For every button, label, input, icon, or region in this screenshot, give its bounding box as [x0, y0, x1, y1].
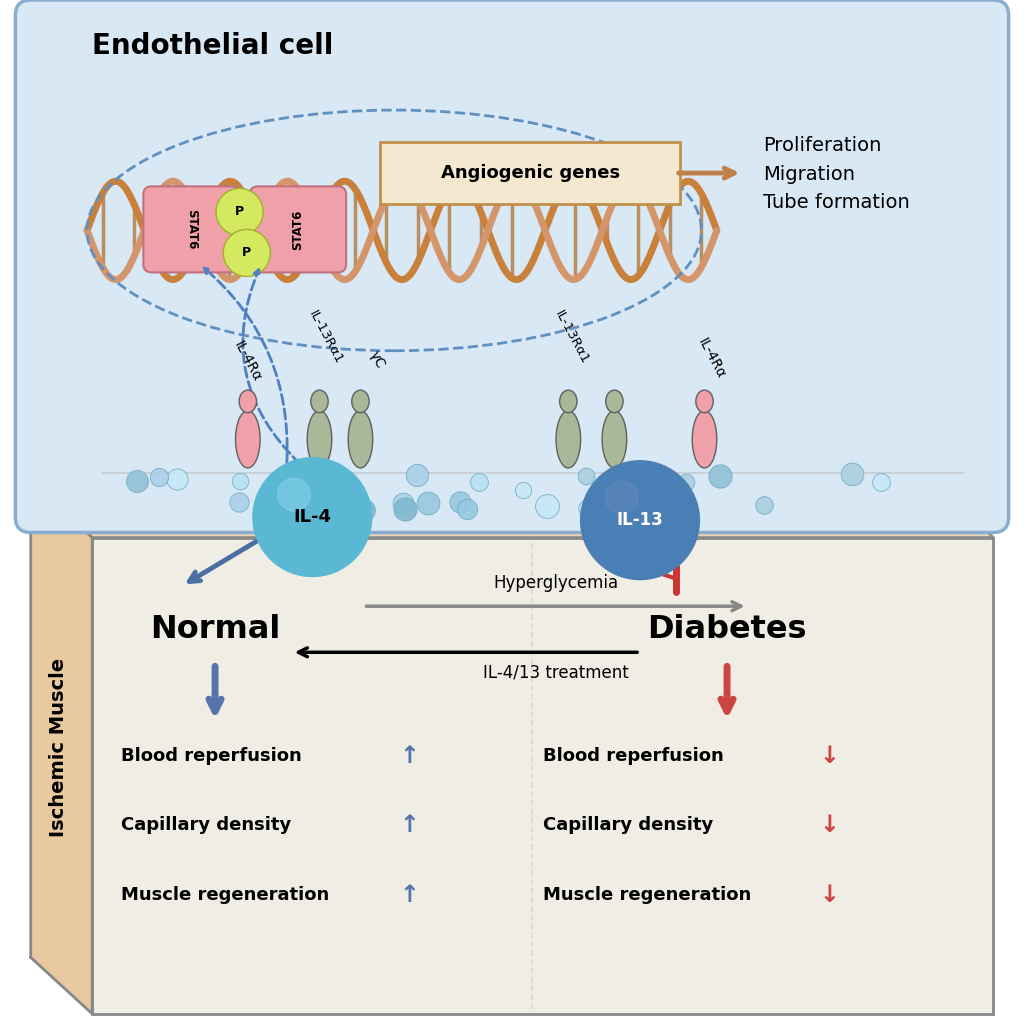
Point	[579, 500, 595, 516]
Point	[151, 469, 167, 485]
Text: P: P	[236, 206, 244, 218]
Point	[420, 495, 436, 511]
FancyBboxPatch shape	[250, 186, 346, 272]
Text: Capillary density: Capillary density	[121, 816, 291, 835]
Text: Angiogenic genes: Angiogenic genes	[441, 164, 620, 182]
Point	[872, 474, 889, 490]
Text: IL-4Rα: IL-4Rα	[231, 339, 264, 384]
Ellipse shape	[307, 411, 332, 468]
Text: Muscle regeneration: Muscle regeneration	[121, 886, 329, 904]
Point	[395, 495, 412, 511]
Point	[453, 494, 469, 510]
Point	[273, 504, 290, 520]
Text: ↑: ↑	[399, 883, 419, 907]
Point	[355, 502, 372, 518]
Text: P: P	[243, 247, 251, 259]
FancyBboxPatch shape	[92, 538, 993, 1014]
Point	[515, 481, 531, 498]
Text: ↓: ↓	[819, 813, 839, 838]
Text: IL-13Rα1: IL-13Rα1	[552, 308, 591, 367]
Text: Blood reperfusion: Blood reperfusion	[121, 746, 302, 765]
Text: Muscle regeneration: Muscle regeneration	[543, 886, 751, 904]
Point	[844, 466, 860, 482]
Text: Blood reperfusion: Blood reperfusion	[543, 746, 724, 765]
Text: IL-4: IL-4	[293, 508, 332, 526]
Point	[662, 505, 678, 521]
Text: IL-13Rα1: IL-13Rα1	[306, 308, 345, 367]
Ellipse shape	[692, 411, 717, 468]
Point	[540, 499, 556, 515]
Circle shape	[223, 229, 270, 276]
Text: IL-4/13 treatment: IL-4/13 treatment	[483, 664, 629, 682]
Point	[627, 494, 643, 510]
Text: Hyperglycemia: Hyperglycemia	[494, 573, 618, 592]
Point	[264, 494, 281, 510]
Text: ↓: ↓	[819, 883, 839, 907]
Text: STAT6: STAT6	[292, 209, 304, 250]
Text: IL-13: IL-13	[616, 511, 664, 529]
Text: IL-4Rα: IL-4Rα	[695, 336, 728, 381]
Point	[586, 499, 602, 515]
Circle shape	[605, 481, 638, 514]
Point	[231, 473, 248, 489]
Point	[756, 498, 772, 514]
Circle shape	[581, 461, 699, 580]
Point	[409, 467, 425, 483]
Circle shape	[216, 188, 263, 236]
Ellipse shape	[696, 390, 713, 413]
Ellipse shape	[311, 390, 328, 413]
Ellipse shape	[236, 411, 260, 468]
Polygon shape	[31, 476, 993, 538]
Ellipse shape	[606, 390, 623, 413]
FancyBboxPatch shape	[15, 0, 1009, 532]
Text: Normal: Normal	[150, 614, 281, 645]
Point	[169, 470, 185, 486]
Ellipse shape	[352, 390, 369, 413]
Point	[470, 474, 486, 490]
FancyBboxPatch shape	[143, 186, 240, 272]
Ellipse shape	[239, 390, 256, 413]
Point	[396, 501, 413, 517]
Text: STAT6: STAT6	[185, 209, 198, 250]
Text: Capillary density: Capillary density	[543, 816, 713, 835]
Text: ↓: ↓	[819, 743, 839, 768]
Ellipse shape	[348, 411, 373, 468]
Point	[597, 493, 613, 509]
Point	[677, 474, 693, 490]
Point	[578, 468, 594, 484]
FancyBboxPatch shape	[380, 142, 680, 204]
Point	[129, 472, 145, 488]
Text: Proliferation
Migration
Tube formation: Proliferation Migration Tube formation	[763, 136, 909, 212]
Ellipse shape	[560, 390, 578, 413]
Point	[713, 467, 729, 483]
Text: ↑: ↑	[399, 813, 419, 838]
Text: Ischemic Muscle: Ischemic Muscle	[49, 658, 68, 837]
Ellipse shape	[556, 411, 581, 468]
Text: Endothelial cell: Endothelial cell	[92, 32, 334, 60]
Polygon shape	[31, 476, 92, 1014]
Point	[459, 501, 475, 517]
Circle shape	[278, 478, 310, 511]
Text: ↑: ↑	[399, 743, 419, 768]
Text: γC: γC	[367, 348, 387, 371]
Point	[230, 494, 247, 510]
Ellipse shape	[602, 411, 627, 468]
Text: Diabetes: Diabetes	[647, 614, 807, 645]
Circle shape	[253, 458, 372, 577]
